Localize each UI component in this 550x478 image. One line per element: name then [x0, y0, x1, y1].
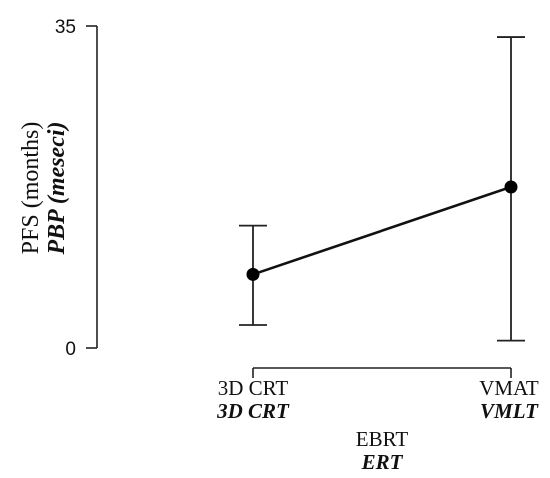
- x-tick-label-3dcrt: 3D CRT: [218, 376, 289, 400]
- x-axis-title-secondary: ERT: [361, 450, 404, 474]
- y-tick-label-top: 35: [55, 17, 76, 38]
- y-axis-title: PFS (months): [18, 122, 44, 255]
- x-axis-title: EBRT: [356, 427, 409, 451]
- x-tick-label-vmat-secondary: VMLT: [480, 399, 539, 423]
- x-tick-label-3dcrt-secondary: 3D CRT: [216, 399, 290, 423]
- y-tick-label-bottom: 0: [65, 339, 76, 360]
- y-axis-title-secondary: PBP (meseci): [44, 121, 70, 255]
- plot-area: [239, 36, 525, 342]
- data-point-1: [504, 180, 518, 194]
- y-axis: 35 0: [55, 17, 98, 360]
- data-point-0: [246, 267, 260, 281]
- series-line: [252, 185, 512, 276]
- x-axis: 3D CRT 3D CRT VMAT VMLT EBRT ERT: [216, 367, 539, 474]
- x-tick-label-vmat: VMAT: [479, 376, 539, 400]
